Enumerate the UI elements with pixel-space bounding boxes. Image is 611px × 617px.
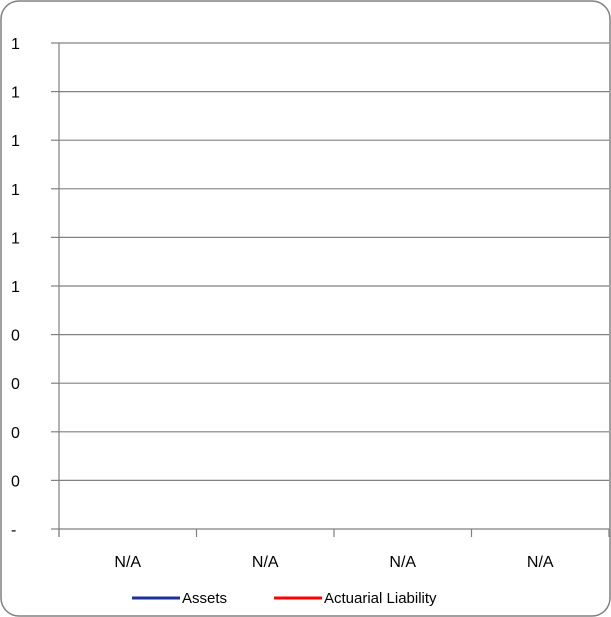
x-tick-label: N/A: [389, 554, 416, 571]
x-tick-label: N/A: [114, 554, 141, 571]
x-axis-tick-labels: N/A N/A N/A N/A: [114, 554, 554, 571]
y-axis-tick-labels: - 0 0 0 0 1 1 1 1 1 1: [11, 36, 20, 539]
y-tick-label: 0: [11, 473, 20, 490]
legend-label: Assets: [182, 590, 227, 607]
y-tick-label: 1: [11, 133, 20, 150]
y-tick-label: 0: [11, 425, 20, 442]
legend: Assets Actuarial Liability: [132, 590, 437, 607]
legend-label: Actuarial Liability: [324, 590, 437, 607]
y-tick-label: 1: [11, 182, 20, 199]
x-tick-label: N/A: [527, 554, 554, 571]
x-tick-label: N/A: [252, 554, 279, 571]
y-tick-label: -: [11, 522, 16, 539]
y-tick-label: 1: [11, 279, 20, 296]
y-tick-label: 1: [11, 85, 20, 102]
gridlines: [59, 42, 609, 481]
y-tick-label: 1: [11, 230, 20, 247]
y-tick-label: 0: [11, 376, 20, 393]
y-tick-label: 1: [11, 36, 20, 53]
y-tick-label: 0: [11, 328, 20, 345]
axes: [51, 42, 610, 537]
